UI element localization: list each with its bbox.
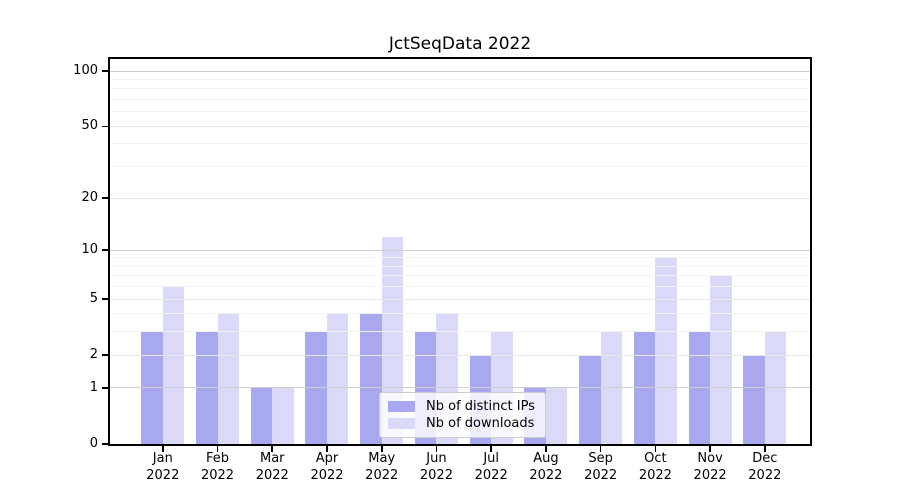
x-tick-mark [162,446,164,452]
bar-ips-nov [688,332,711,444]
legend: Nb of distinct IPs Nb of downloads [379,392,546,438]
y-tick-mark [102,125,108,128]
x-tick-mark [380,446,383,452]
x-tick-label-apr: Apr 2022 [310,451,344,483]
bar-downloads-mar [272,388,294,444]
bar-downloads-nov [710,275,732,444]
bar-ips-dec [743,355,765,444]
bar-downloads-sep [600,332,623,444]
y-tick-label: 10 [81,242,98,258]
legend-entry-downloads: Nb of downloads [388,415,535,431]
y-tick-mark [102,70,108,72]
y-tick-label: 50 [81,118,98,134]
y-tick-mark [102,354,108,357]
x-tick-label-nov: Nov 2022 [693,451,727,483]
bar-ips-mar [250,388,273,444]
x-tick-label-dec: Dec 2022 [748,451,782,483]
bar-ips-apr [305,332,327,444]
y-tick-label: 1 [89,379,98,395]
legend-swatch-downloads-icon [388,417,415,429]
y-tick-label: 5 [89,291,98,307]
x-tick-mark [216,446,219,452]
legend-label-distinct-ips: Nb of distinct IPs [426,398,535,414]
x-tick-label-oct: Oct 2022 [638,451,672,483]
x-tick-mark [599,446,602,452]
x-tick-mark [326,446,328,452]
bar-downloads-apr [326,313,349,444]
x-tick-mark [490,446,492,452]
y-tick-label: 20 [81,190,98,205]
x-tick-label-feb: Feb 2022 [200,451,235,483]
x-tick-label-may: May 2022 [365,451,399,483]
x-tick-mark [654,446,657,452]
bars-layer [110,59,810,444]
legend-label-downloads: Nb of downloads [426,415,535,431]
x-tick-mark [271,446,274,452]
chart-title: JctSeqData 2022 [388,34,532,54]
plot-area [108,57,812,446]
y-tick-mark [102,197,108,199]
y-tick-label: 100 [73,63,98,79]
bar-ips-feb [196,332,218,444]
x-tick-mark [709,446,711,452]
bar-downloads-jan [162,286,185,444]
x-tick-label-mar: Mar 2022 [255,451,289,483]
y-tick-label: 2 [89,347,98,363]
x-tick-label-aug: Aug 2022 [529,451,563,483]
x-tick-label-sep: Sep 2022 [584,451,618,483]
bar-ips-may [360,313,382,444]
legend-entry-distinct-ips: Nb of distinct IPs [388,398,535,414]
y-tick-label: 0 [89,436,98,451]
legend-swatch-distinct-ips-icon [388,400,415,412]
x-tick-label-jun: Jun 2022 [419,451,453,483]
bar-downloads-dec [764,332,787,444]
y-tick-mark [102,298,108,301]
y-tick-mark [102,249,108,252]
x-tick-mark [764,446,766,452]
x-tick-label-jul: Jul 2022 [474,451,508,483]
bar-ips-jan [141,332,163,444]
y-tick-mark [102,387,108,389]
x-tick-mark [545,446,547,452]
bar-downloads-feb [217,313,240,444]
bar-ips-oct [633,332,656,444]
x-tick-mark [435,446,438,452]
y-tick-mark [102,443,108,445]
bar-downloads-aug [545,388,568,444]
x-tick-label-jan: Jan 2022 [146,451,180,483]
bar-downloads-oct [655,257,677,444]
bar-ips-sep [579,355,601,444]
